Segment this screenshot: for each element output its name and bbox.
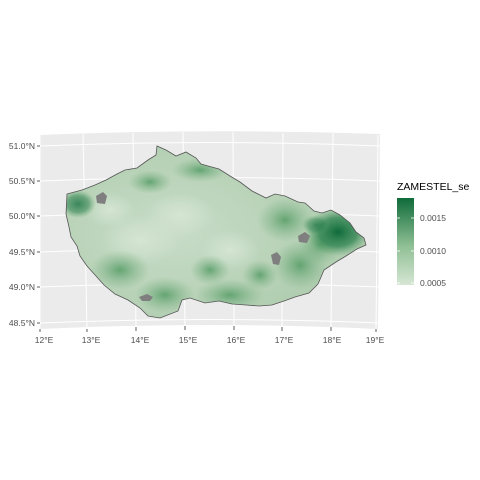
y-tick-label: 49.5°N	[9, 247, 35, 257]
y-tick-label: 49.0°N	[9, 282, 35, 292]
x-tick-label: 12°E	[35, 335, 54, 345]
x-axis: 12°E 13°E 14°E 15°E 16°E 17°E 18°E 19°E	[35, 326, 385, 345]
x-tick-label: 13°E	[82, 335, 101, 345]
x-tick-label: 17°E	[275, 335, 294, 345]
legend-label: 0.0010	[420, 246, 446, 256]
x-tick-label: 15°E	[179, 335, 198, 345]
y-tick-label: 50.0°N	[9, 211, 35, 221]
country-shape	[66, 146, 366, 318]
color-legend: ZAMESTEL_se 0.0015 0.0010 0.0005	[397, 181, 470, 288]
x-tick-label: 14°E	[131, 335, 150, 345]
x-tick-label: 18°E	[323, 335, 342, 345]
y-tick-label: 51.0°N	[9, 141, 35, 151]
y-tick-label: 50.5°N	[9, 176, 35, 186]
no-data-areas	[96, 192, 310, 301]
x-tick-label: 19°E	[366, 335, 385, 345]
legend-label: 0.0005	[420, 278, 446, 288]
legend-title: ZAMESTEL_se	[397, 181, 470, 193]
legend-colorbar	[397, 198, 414, 285]
y-axis: 51.0°N 50.5°N 50.0°N 49.5°N 49.0°N 48.5°…	[9, 141, 40, 328]
x-tick-label: 16°E	[227, 335, 246, 345]
legend-label: 0.0015	[420, 213, 446, 223]
y-tick-label: 48.5°N	[9, 318, 35, 328]
